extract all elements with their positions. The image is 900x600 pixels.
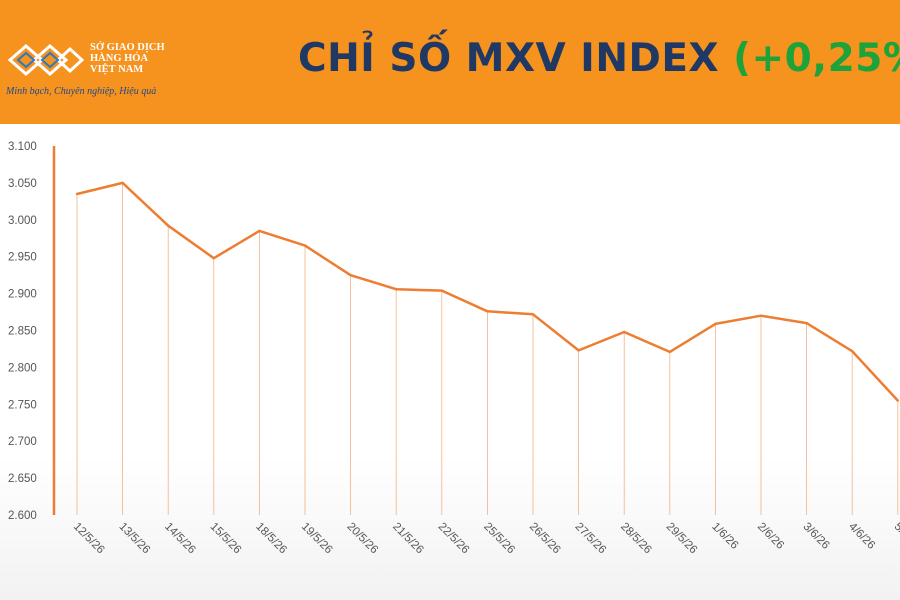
x-tick-label: 12/5/26	[71, 521, 107, 557]
title-main: CHỈ SỐ MXV INDEX	[298, 36, 720, 81]
y-tick-label: 3.000	[8, 215, 37, 227]
y-tick-label: 2.600	[8, 510, 37, 522]
page-title: CHỈ SỐ MXV INDEX (+0,25%)	[298, 36, 900, 81]
x-tick-label: 20/5/26	[344, 521, 380, 557]
y-tick-label: 2.900	[8, 289, 37, 301]
data-point	[167, 224, 170, 227]
x-tick-label: 4/6/26	[846, 521, 877, 552]
data-point	[258, 229, 261, 233]
data-point	[303, 244, 307, 247]
x-tick-label: 21/5/26	[390, 521, 426, 557]
data-point	[121, 181, 124, 185]
data-point	[805, 321, 808, 325]
y-tick-label: 2.850	[8, 326, 37, 338]
data-point	[714, 322, 717, 326]
x-tick-label: 13/5/26	[116, 521, 152, 557]
x-tick-label: 2/6/26	[755, 521, 786, 552]
logo-name: SỞ GIAO DỊCH HÀNG HÓA VIỆT NAM	[90, 42, 180, 75]
exchange-logo: SỞ GIAO DỊCH HÀNG HÓA VIỆT NAM Minh bạch…	[6, 38, 176, 98]
data-point	[668, 350, 671, 354]
data-point	[759, 314, 763, 317]
y-tick-label: 3.100	[8, 141, 37, 153]
data-point	[896, 399, 899, 402]
x-tick-label: 29/5/26	[664, 521, 700, 557]
logo-tagline: Minh bạch, Chuyên nghiệp, Hiệu quả	[6, 86, 157, 97]
x-tick-label: 1/6/26	[709, 521, 740, 552]
x-tick-label: 26/5/26	[527, 521, 563, 557]
chart-area: 2.600 2.650 2.700 2.750 2.800 2.850 2.900 2.950…	[0, 124, 900, 600]
data-point	[349, 273, 352, 277]
y-tick-label: 2.800	[8, 362, 37, 374]
data-point	[440, 289, 443, 292]
y-tick-label: 2.950	[8, 252, 37, 264]
y-tick-label: 2.650	[8, 473, 37, 485]
x-tick-label: 28/5/26	[618, 521, 654, 557]
logo-name-line-3: VIỆT NAM	[90, 64, 144, 75]
x-tick-label: 15/5/26	[208, 521, 244, 557]
y-tick-label: 3.050	[8, 178, 37, 190]
line-chart: 2.600 2.650 2.700 2.750 2.800 2.850 2.900 2.950…	[8, 141, 900, 557]
data-point	[851, 349, 854, 353]
logo-mark-icon	[7, 44, 85, 76]
data-point	[395, 287, 398, 291]
x-tick-label: 18/5/26	[253, 521, 289, 557]
data-point	[486, 310, 489, 313]
data-point	[623, 330, 626, 334]
x-tick-label: 22/5/26	[436, 521, 472, 557]
header-banner: SỞ GIAO DỊCH HÀNG HÓA VIỆT NAM Minh bạch…	[0, 0, 900, 124]
x-tick-label: 5/6/26	[892, 521, 900, 552]
x-tick-label: 19/5/26	[299, 521, 335, 557]
data-point	[577, 349, 580, 352]
x-tick-label: 14/5/26	[162, 521, 198, 557]
title-change-badge: (+0,25%)	[733, 36, 900, 81]
logo-name-line-1: SỞ GIAO DỊCH	[90, 42, 165, 53]
data-point	[75, 192, 79, 196]
logo-name-line-2: HÀNG HÓA	[90, 53, 149, 64]
data-point	[212, 256, 215, 260]
data-point	[531, 313, 535, 316]
y-tick-label: 2.700	[8, 436, 37, 448]
x-tick-label: 25/5/26	[481, 521, 517, 557]
x-tick-label: 27/5/26	[572, 521, 608, 557]
y-tick-label: 2.750	[8, 399, 37, 411]
x-tick-label: 3/6/26	[800, 521, 831, 552]
